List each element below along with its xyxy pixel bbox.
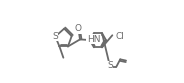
Text: Cl: Cl — [115, 32, 124, 41]
Text: S: S — [107, 62, 113, 70]
Text: S: S — [52, 32, 58, 41]
Text: O: O — [74, 24, 81, 33]
Text: HN: HN — [87, 35, 100, 44]
